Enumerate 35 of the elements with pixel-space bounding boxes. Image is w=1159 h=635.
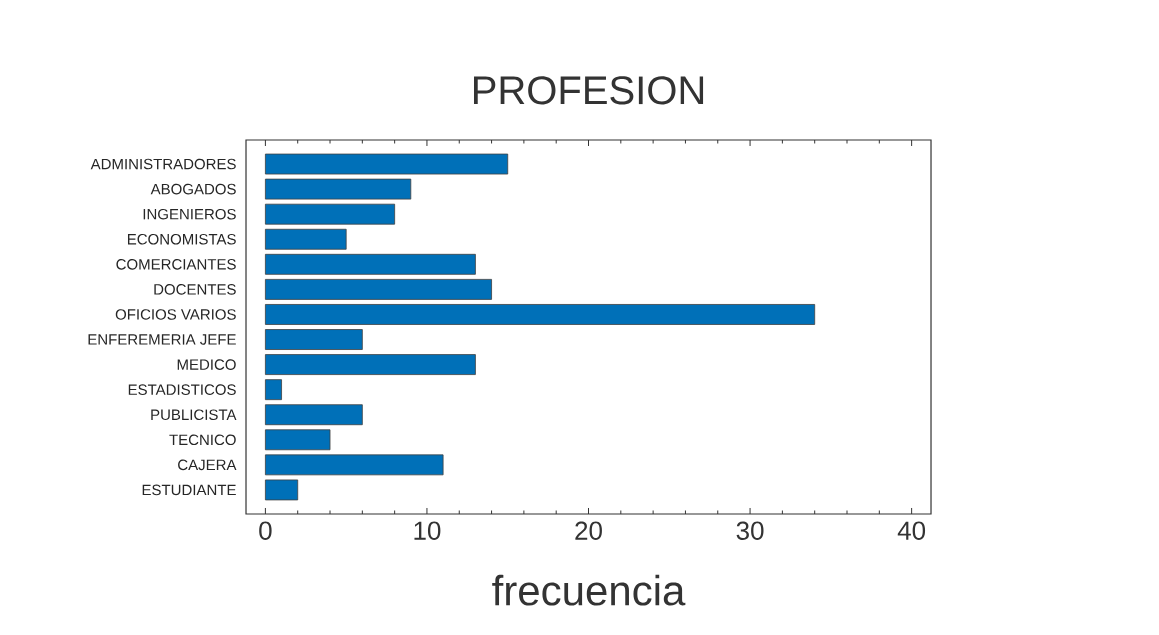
bar bbox=[264, 479, 299, 501]
bar bbox=[264, 304, 816, 325]
x-tick-label: 30 bbox=[736, 521, 764, 540]
bar bbox=[264, 379, 282, 401]
y-tick-label: INGENIEROS bbox=[143, 208, 236, 220]
x-tick-label: 10 bbox=[414, 521, 441, 540]
y-tick-label: DOCENTES bbox=[154, 284, 236, 295]
bar bbox=[264, 354, 476, 375]
bar bbox=[264, 454, 444, 476]
bar bbox=[264, 253, 476, 275]
y-tick-label: ABOGADOS bbox=[150, 183, 236, 195]
bar bbox=[264, 329, 363, 350]
y-tick-label: ESTADISTICOS bbox=[128, 384, 236, 395]
y-tick-label: CAJERA bbox=[178, 459, 237, 471]
y-tick-label: ECONOMISTAS bbox=[127, 233, 236, 245]
chart-title: PROFESION bbox=[474, 76, 704, 105]
y-tick-label: ENFEREMERIA JEFE bbox=[88, 334, 236, 345]
bar bbox=[264, 178, 412, 200]
x-tick-label: 0 bbox=[259, 521, 272, 540]
x-axis-title: frecuencia bbox=[492, 574, 686, 606]
y-tick-label: PUBLICISTA bbox=[151, 409, 237, 421]
bar bbox=[264, 278, 492, 300]
bar bbox=[264, 429, 331, 451]
y-tick-label: MEDICO bbox=[177, 359, 236, 370]
bar bbox=[264, 203, 396, 225]
y-tick-label: ADMINISTRADORES bbox=[90, 158, 236, 170]
y-tick-label: TECNICO bbox=[169, 434, 236, 446]
bar bbox=[264, 404, 363, 426]
bar bbox=[264, 153, 509, 175]
y-tick-label: COMERCIANTES bbox=[116, 259, 236, 270]
x-tick-label: 40 bbox=[897, 521, 926, 540]
y-tick-label: OFICIOS VARIOS bbox=[115, 309, 236, 320]
bar bbox=[264, 228, 347, 250]
y-tick-label: ESTUDIANTE bbox=[142, 484, 236, 496]
x-tick-label: 20 bbox=[575, 521, 602, 540]
